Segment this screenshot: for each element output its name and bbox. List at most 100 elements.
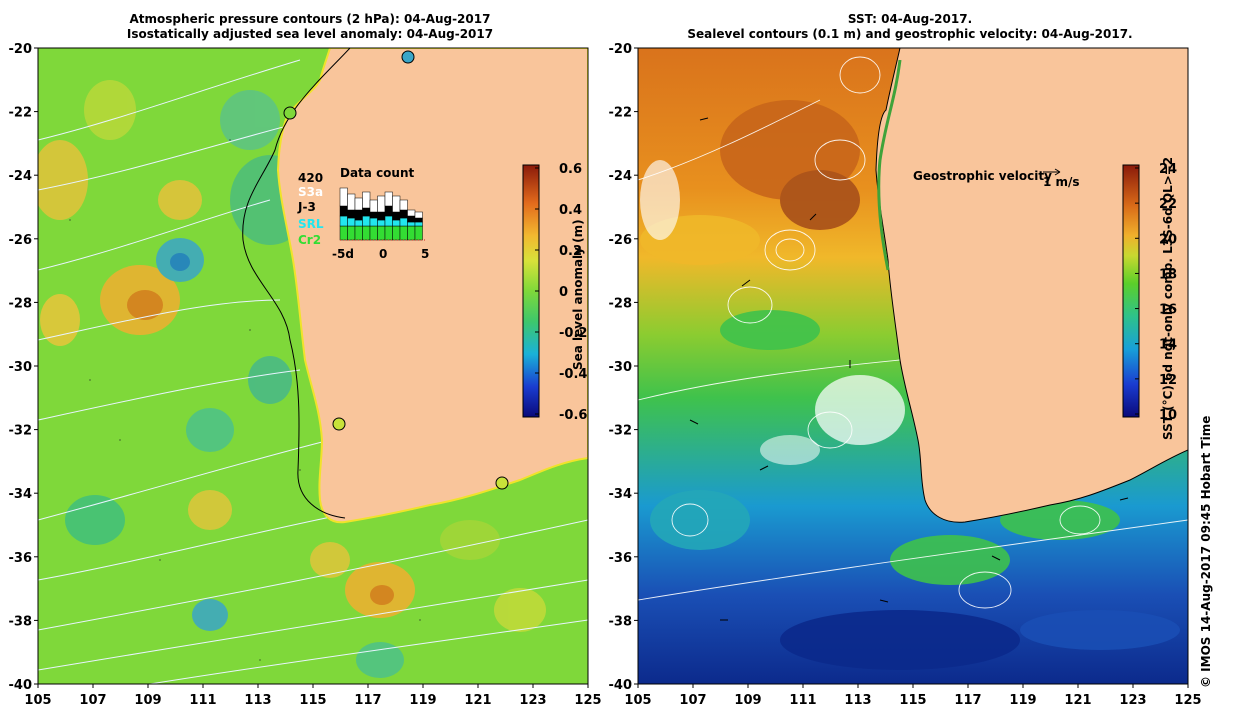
colorbar-tick-label: 12: [1159, 373, 1177, 388]
data-count-bar-segment: [399, 199, 408, 211]
coastal-warm-strip: [877, 59, 902, 271]
mission-label-srl: SRL: [298, 217, 324, 231]
lon-tick-label: 119: [409, 693, 436, 708]
lat-tick-label: -32: [609, 424, 633, 439]
lon-tick-label: 123: [1119, 693, 1146, 708]
sst-colorbar-label: SST (°C) 6d ngt-only comp. L3S-6d QL>=2: [1161, 157, 1175, 440]
data-count-tick: 5: [421, 247, 429, 261]
data-count-bar-segment: [369, 217, 378, 227]
sla-colorbar-label: Sea level anomaly (m): [571, 219, 585, 370]
velocity-scale-label: 1 m/s: [1043, 175, 1080, 189]
lat-tick-label: -28: [9, 296, 33, 311]
colorbar-tick-label: 20: [1159, 232, 1177, 247]
colorbar-tick-label: 0.4: [559, 203, 582, 218]
left-title-line1: Atmospheric pressure contours (2 hPa): 0…: [129, 12, 491, 26]
data-count-bar-segment: [377, 211, 386, 221]
tide-gauge-marker: [495, 476, 509, 490]
data-count-bar-segment: [414, 211, 423, 219]
lat-tick-label: -20: [9, 42, 33, 57]
data-count-bar-segment: [347, 209, 356, 219]
tide-gauge-marker: [401, 50, 415, 64]
data-count-bar-segment: [354, 219, 363, 227]
lon-tick-label: 111: [189, 693, 216, 708]
velocity-legend-label: Geostrophic velocity: [913, 169, 1052, 183]
colorbar-tick-label: -0.2: [559, 326, 587, 341]
lon-tick-label: 117: [954, 693, 981, 708]
lon-tick-label: 115: [899, 693, 926, 708]
data-count-bar-segment: [384, 205, 393, 217]
sla-map: [38, 48, 588, 684]
lat-tick-label: -26: [9, 233, 33, 248]
data-count-bar-segment: [339, 205, 348, 217]
colorbar-tick-label: 10: [1159, 408, 1177, 423]
lon-tick-label: 109: [734, 693, 761, 708]
sst-colorbar: [1122, 164, 1140, 418]
lat-tick-label: -24: [9, 169, 33, 184]
data-count-bar-segment: [339, 215, 348, 227]
data-count-bar-segment: [414, 221, 423, 227]
velocity-arrows: [689, 117, 1129, 621]
lon-tick-label: 107: [79, 693, 106, 708]
data-count-tick: 0: [379, 247, 387, 261]
data-count-bar-segment: [339, 225, 348, 241]
lat-tick-label: -38: [9, 614, 33, 629]
data-count-bar-segment: [362, 191, 371, 209]
data-count-bar-segment: [354, 225, 363, 241]
data-count-bar-segment: [384, 215, 393, 227]
lon-tick-label: 115: [299, 693, 326, 708]
right-title-line2: Sealevel contours (0.1 m) and geostrophi…: [687, 27, 1133, 41]
data-count-bar-segment: [399, 209, 408, 219]
sst-colorbar-ticks: 24 22 20 18 16 14 12 10: [1135, 162, 1177, 423]
colorbar-tick-label: 0.6: [559, 162, 582, 177]
tide-gauge-marker: [332, 417, 346, 431]
lat-tick-label: -36: [9, 551, 33, 566]
left-title-line2: Isostatically adjusted sea level anomaly…: [126, 27, 494, 41]
colorbar-tick-label: 18: [1159, 267, 1177, 282]
data-count-bars: [339, 187, 423, 241]
data-count-bar-segment: [407, 215, 416, 223]
sla-colorbar-ticks: 0.6 0.4 0.2 0 -0.2 -0.4 -0.6: [535, 162, 587, 423]
velocity-arrowhead-icon: [1054, 168, 1061, 176]
lon-tick-label: 111: [789, 693, 816, 708]
lon-tick-label: 113: [244, 693, 271, 708]
australia-land-sst: [875, 48, 1188, 523]
lon-tick-label: 123: [519, 693, 546, 708]
data-count-bar-segment: [347, 217, 356, 227]
data-count-bar-segment: [377, 225, 386, 241]
right-map-title: SST: 04-Aug-2017. Sealevel contours (0.1…: [650, 12, 1170, 42]
mission-label-cr2: Cr2: [298, 233, 321, 247]
lon-tick-label: 125: [574, 693, 601, 708]
lat-tick-label: -36: [609, 551, 633, 566]
sla-axes: 105 107 109 111 113 115 117 119 121 123 125 -20 -22 -…: [9, 42, 602, 708]
lon-tick-label: 105: [624, 693, 651, 708]
data-count-bar-segment: [369, 199, 378, 213]
data-count-bar-segment: [369, 211, 378, 219]
colorbar-tick-label: -0.6: [559, 408, 587, 423]
data-count-bar-segment: [392, 211, 401, 221]
colorbar-tick-label: 22: [1159, 197, 1177, 212]
lon-tick-label: 121: [1064, 693, 1091, 708]
data-count-bar-segment: [392, 225, 401, 241]
data-count-title: Data count: [340, 166, 415, 180]
data-count-inset: Data count 420 S3a J-3 SRL Cr2 -5d 0 5: [297, 166, 429, 261]
data-count-bar-segment: [414, 217, 423, 223]
pressure-contours: [38, 59, 588, 684]
data-count-bar-segment: [399, 225, 408, 241]
lat-tick-label: -30: [609, 360, 633, 375]
data-count-bar-segment: [347, 225, 356, 241]
lat-tick-label: -32: [9, 424, 33, 439]
right-title-line1: SST: 04-Aug-2017.: [847, 12, 973, 26]
sst-map: [638, 48, 1188, 684]
lat-tick-label: -26: [609, 233, 633, 248]
lat-tick-label: -38: [609, 614, 633, 629]
data-count-bar-segment: [377, 219, 386, 227]
lat-tick-label: -34: [609, 487, 633, 502]
data-count-bar-segment: [384, 191, 393, 207]
sst-axes: 105 107 109 111 113 115 117 119 121 123 125 -20 -22 -…: [609, 42, 1202, 708]
data-count-bar-segment: [399, 217, 408, 227]
tide-gauge-marker: [283, 106, 297, 120]
lon-tick-label: 105: [24, 693, 51, 708]
data-count-bar-segment: [392, 219, 401, 227]
lat-tick-label: -40: [9, 678, 33, 693]
